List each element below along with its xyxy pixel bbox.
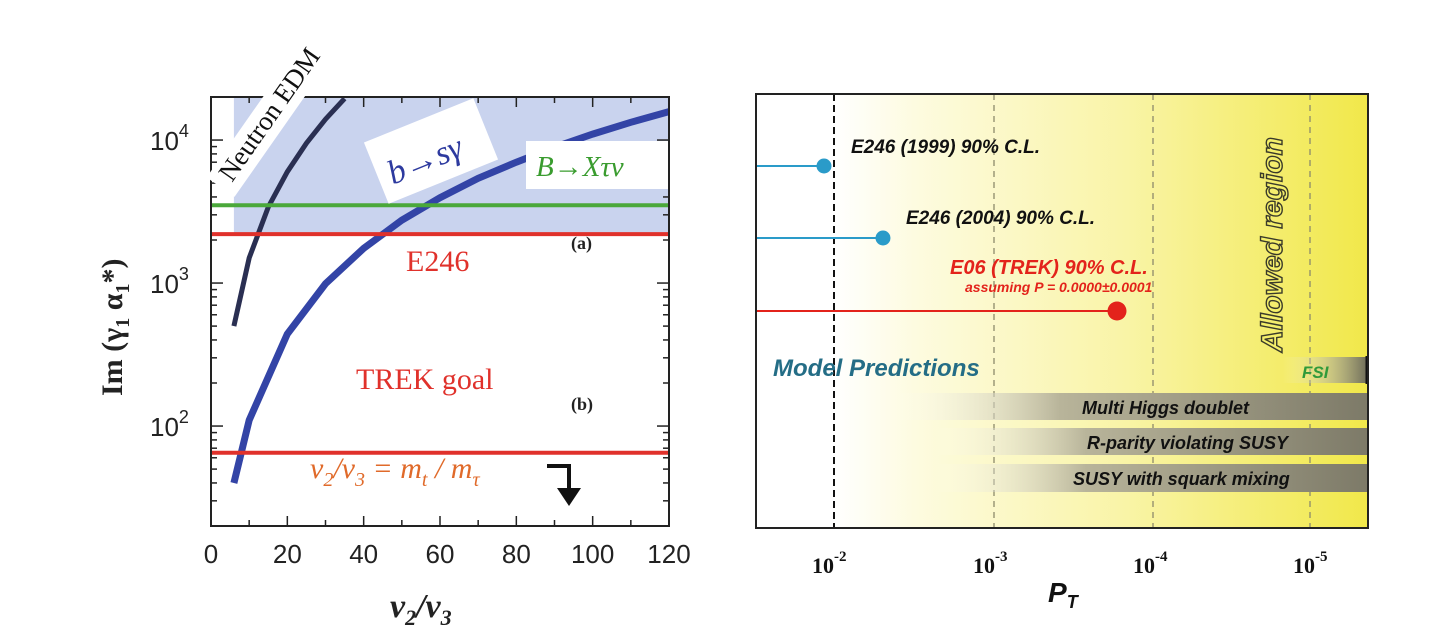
model-multi-higgs-label: Multi Higgs doublet [1082,398,1250,418]
left-x-axis-label: v2/v3 [390,588,452,630]
left-x-tick-label: 0 [204,539,218,569]
model-bar-multi-higgs [895,393,1367,420]
left-y-axis-label: Im (γ1 α1*) [96,259,134,396]
limit-trek-label: E06 (TREK) 90% C.L. [950,257,1148,279]
limit-e246-1999-label: E246 (1999) 90% C.L. [851,137,1040,158]
series-bsgamma-line [230,108,670,484]
model-bar-squark [935,464,1367,492]
left-x-tick-label: 80 [502,539,531,569]
left-x-tick-label: 20 [273,539,302,569]
left-x-tick-label: 60 [426,539,455,569]
model-bar-fsi [1282,357,1368,383]
limit-trek-point [1107,301,1127,321]
e246-label: E246 [406,245,469,278]
bxtn-label: B→Xτν [526,141,668,189]
model-predictions-label: Model Predictions [773,355,980,382]
left-plot-frame [210,96,670,527]
left-x-tick-label: 120 [647,539,690,569]
right-chart: FSI Multi Higgs doublet R-parity violati… [755,93,1369,612]
model-fsi-label: FSI [1302,363,1330,382]
right-x-axis-label: PT [1048,577,1080,612]
limit-e246-2004-label: E246 (2004) 90% C.L. [906,208,1095,229]
left-y-tick-labels: 102 103 104 [150,121,189,442]
left-x-tick-labels: 0 20 40 60 80 100 120 [204,539,691,569]
right-plot-frame [755,93,1369,529]
allowed-region-label: Allowed region [1256,137,1289,353]
series-neutron-edm-line [231,96,347,327]
right-x-tick-label: 10-2 [812,549,847,578]
ratio-formula: v2/v3 = mt / mτ [310,452,480,491]
panel-b-label: (b) [571,394,593,415]
trek-goal-label: TREK goal [356,363,493,396]
right-x-tick-label: 10-3 [973,549,1008,578]
left-x-tick-label: 100 [571,539,614,569]
left-y-tick-label: 102 [150,407,189,442]
model-squark-label: SUSY with squark mixing [1073,469,1290,489]
limit-trek-note: assuming P = 0.0000±0.0001 [965,279,1153,295]
panel-a-label: (a) [571,233,592,254]
left-y-tick-label: 103 [150,264,189,299]
down-arrow-icon [547,464,581,506]
left-y-tick-label: 104 [150,121,189,156]
limit-e246-2004-point [875,230,891,246]
limit-e246-1999-point [816,158,832,174]
left-x-tick-label: 40 [349,539,378,569]
bxtn-label-text: B→Xτν [536,151,624,183]
model-bar-r-parity [935,428,1367,455]
right-x-tick-label: 10-5 [1293,549,1328,578]
right-x-tick-labels: 10-2 10-3 10-4 10-5 [812,549,1328,578]
model-r-parity-label: R-parity violating SUSY [1087,433,1290,453]
right-x-tick-label: 10-4 [1133,549,1168,578]
